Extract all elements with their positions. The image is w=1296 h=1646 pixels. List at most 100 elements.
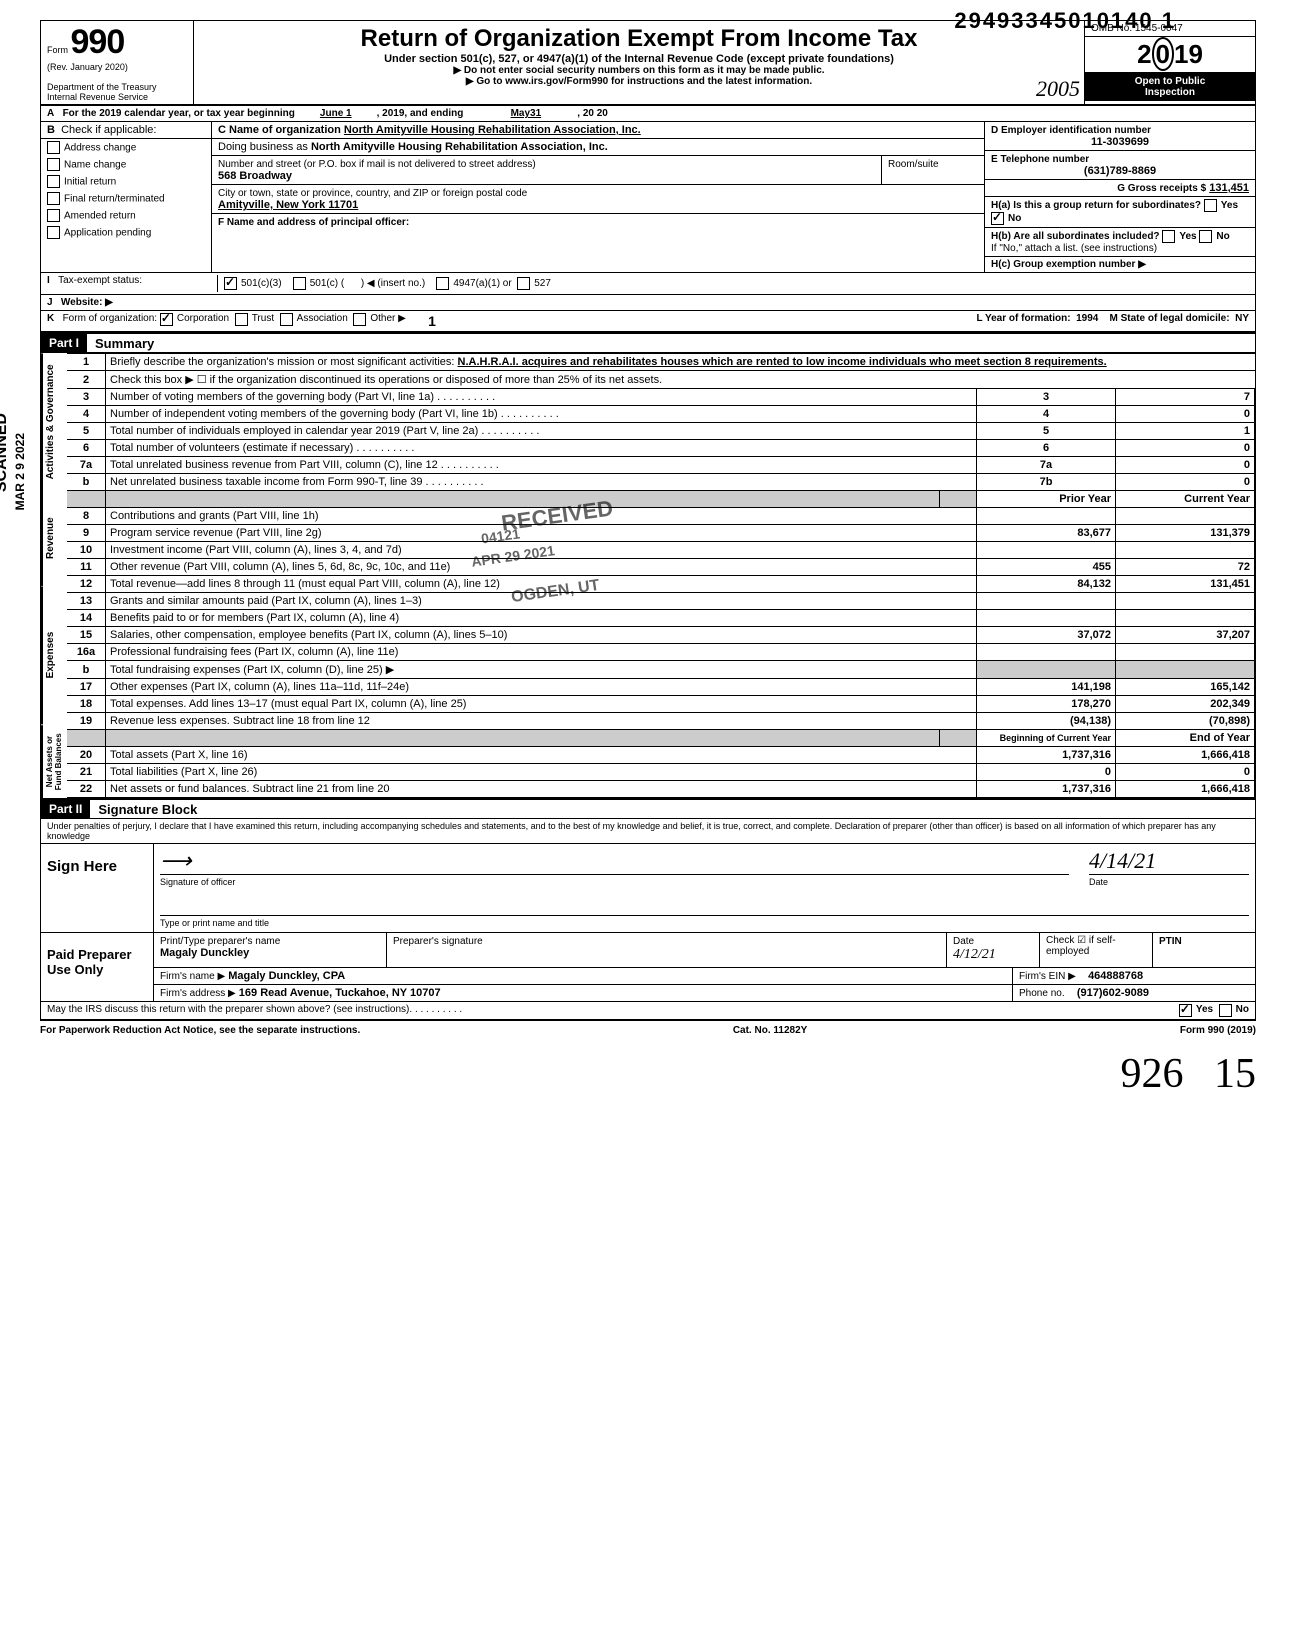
summary-row: 18Total expenses. Add lines 13–17 (must … (67, 696, 1255, 713)
header-left: Form 990 (Rev. January 2020) Department … (41, 21, 194, 104)
form-990: Form 990 (Rev. January 2020) Department … (40, 20, 1256, 1021)
officer-name (160, 893, 1249, 915)
line-j: J Website: ▶ (41, 295, 1255, 311)
form-subtitle: Under section 501(c), 527, or 4947(a)(1)… (200, 53, 1078, 65)
vtab-expenses: Expenses (41, 586, 67, 724)
summary-row: 9Program service revenue (Part VIII, lin… (67, 525, 1255, 542)
ssn-warning: ▶ Do not enter social security numbers o… (200, 65, 1078, 76)
state-domicile: NY (1235, 313, 1249, 329)
form-number: 990 (71, 23, 125, 61)
vtab-revenue: Revenue (41, 491, 67, 586)
chk-assoc[interactable] (280, 313, 293, 326)
chk-ha-yes[interactable] (1204, 199, 1217, 212)
summary-row: 7aTotal unrelated business revenue from … (67, 457, 1255, 474)
form-word: Form (47, 45, 68, 55)
summary-row: bNet unrelated business taxable income f… (67, 474, 1255, 491)
street: 568 Broadway (218, 170, 292, 182)
hand-note-b: 15 (1214, 1051, 1256, 1097)
year-formation: 1994 (1076, 313, 1098, 329)
org-name: North Amityville Housing Rehabilitation … (344, 124, 641, 136)
chk-initial-return[interactable] (47, 175, 60, 188)
scanned-stamp: SCANNED (0, 413, 11, 492)
line-i: I Tax-exempt status: 501(c)(3) 501(c) ( … (41, 273, 1255, 295)
summary-row: 13Grants and similar amounts paid (Part … (67, 593, 1255, 610)
chk-app-pending[interactable] (47, 226, 60, 239)
open-public: Open to PublicInspection (1085, 73, 1255, 101)
chk-final-return[interactable] (47, 192, 60, 205)
summary-row: 21Total liabilities (Part X, line 26)00 (67, 764, 1255, 781)
summary-row: 11Other revenue (Part VIII, column (A), … (67, 559, 1255, 576)
chk-501c3[interactable] (224, 277, 237, 290)
summary-table: 1 Briefly describe the organization's mi… (67, 353, 1255, 798)
header: Form 990 (Rev. January 2020) Department … (41, 21, 1255, 106)
firm-address: 169 Read Avenue, Tuckahoe, NY 10707 (239, 987, 441, 999)
row-net-headers: Beginning of Current Year End of Year (67, 730, 1255, 747)
line-k: K Form of organization: Corporation Trus… (41, 311, 1255, 332)
summary-row: 3Number of voting members of the governi… (67, 389, 1255, 406)
sign-here: Sign Here ⟶ Signature of officer 4/14/21… (41, 844, 1255, 933)
irs-discuss: May the IRS discuss this return with the… (41, 1002, 1255, 1020)
dba: North Amityville Housing Rehabilitation … (311, 141, 608, 153)
vtab-governance: Activities & Governance (41, 353, 67, 491)
summary-row: 22Net assets or fund balances. Subtract … (67, 781, 1255, 798)
chk-hb-no[interactable] (1199, 230, 1212, 243)
section-b-through-h: B Check if applicable: Address change Na… (41, 122, 1255, 273)
preparer-name: Magaly Dunckley (160, 947, 249, 959)
summary-section: RECEIVED OGDEN, UT APR 29 2021 04121 Act… (41, 353, 1255, 798)
summary-row: bTotal fundraising expenses (Part IX, co… (67, 661, 1255, 679)
summary-row: 15Salaries, other compensation, employee… (67, 627, 1255, 644)
hand-year: 2005 (1036, 76, 1080, 102)
footer: For Paperwork Reduction Act Notice, see … (40, 1021, 1256, 1040)
mission-text: N.A.H.R.A.I. acquires and rehabilitates … (458, 356, 1107, 368)
part-i-header: Part I Summary (41, 332, 1255, 353)
summary-row: 16aProfessional fundraising fees (Part I… (67, 644, 1255, 661)
summary-row: 5Total number of individuals employed in… (67, 423, 1255, 440)
vtab-net: Net Assets or Fund Balances (41, 725, 67, 798)
row-year-headers: Prior Year Current Year (67, 491, 1255, 508)
section-d-h: D Employer identification number 11-3039… (985, 122, 1255, 272)
chk-trust[interactable] (235, 313, 248, 326)
ein: 11-3039699 (991, 136, 1249, 148)
tax-year: 20120199 (1085, 37, 1255, 73)
chk-name-change[interactable] (47, 158, 60, 171)
chk-4947[interactable] (436, 277, 449, 290)
firm-phone: (917)602-9089 (1077, 987, 1149, 999)
summary-row: 17Other expenses (Part IX, column (A), l… (67, 679, 1255, 696)
chk-discuss-no[interactable] (1219, 1004, 1232, 1017)
city-state-zip: Amityville, New York 11701 (218, 199, 358, 211)
summary-row: 19Revenue less expenses. Subtract line 1… (67, 713, 1255, 730)
chk-other[interactable] (353, 313, 366, 326)
goto-url: ▶ Go to www.irs.gov/Form990 for instruct… (200, 76, 1078, 87)
part-ii-header: Part II Signature Block (41, 798, 1255, 819)
firm-ein: 464888768 (1088, 970, 1143, 982)
summary-row: 12Total revenue—add lines 8 through 11 (… (67, 576, 1255, 593)
dept: Department of the Treasury (47, 82, 157, 92)
officer-signature: ⟶ (160, 848, 1069, 874)
chk-501c[interactable] (293, 277, 306, 290)
chk-ha-no[interactable] (991, 212, 1004, 225)
chk-hb-yes[interactable] (1162, 230, 1175, 243)
row-mission: 1 Briefly describe the organization's mi… (67, 354, 1255, 371)
year-end: May31 (511, 108, 542, 119)
summary-row: 6Total number of volunteers (estimate if… (67, 440, 1255, 457)
perjury-statement: Under penalties of perjury, I declare th… (41, 819, 1255, 844)
row-discontinued: 2 Check this box ▶ ☐ if the organization… (67, 371, 1255, 389)
section-c-f: C Name of organization North Amityville … (212, 122, 985, 272)
chk-corp[interactable] (160, 313, 173, 326)
chk-discuss-yes[interactable] (1179, 1004, 1192, 1017)
summary-row: 4Number of independent voting members of… (67, 406, 1255, 423)
chk-address-change[interactable] (47, 141, 60, 154)
chk-amended[interactable] (47, 209, 60, 222)
sign-date: 4/14/21 (1089, 848, 1249, 874)
firm-name: Magaly Dunckley, CPA (228, 970, 345, 982)
hand-note-a: 926 (1120, 1051, 1183, 1097)
gross-receipts: 131,451 (1209, 182, 1249, 194)
year-begin: June 1 (320, 108, 352, 119)
paid-preparer: Paid Preparer Use Only Print/Type prepar… (41, 933, 1255, 1002)
chk-527[interactable] (517, 277, 530, 290)
summary-row: 10Investment income (Part VIII, column (… (67, 542, 1255, 559)
phone: (631)789-8869 (991, 165, 1249, 177)
summary-row: 8Contributions and grants (Part VIII, li… (67, 508, 1255, 525)
irs: Internal Revenue Service (47, 92, 148, 102)
header-center: Return of Organization Exempt From Incom… (194, 21, 1084, 104)
